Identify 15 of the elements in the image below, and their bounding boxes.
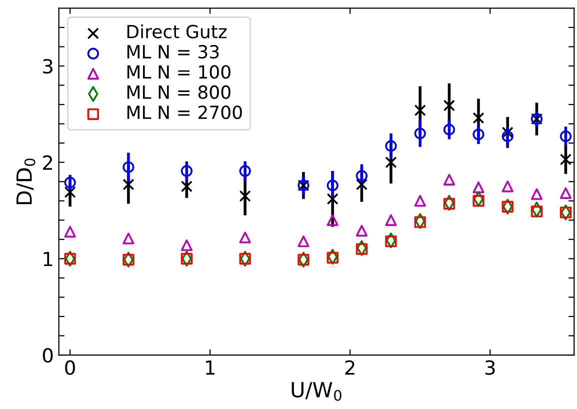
x-tick-label: 3: [485, 360, 495, 375]
x-tick-label: 1: [206, 360, 214, 375]
legend-label: Direct Gutz: [127, 24, 227, 38]
legend-label: ML N = 800: [127, 85, 230, 99]
y-tick-label: 1: [44, 252, 52, 266]
x-tick-label: 2: [345, 360, 354, 375]
x-tick-label: 0: [65, 360, 75, 375]
y-tick-label: 2: [43, 155, 52, 170]
legend-label: ML N = 100: [127, 65, 230, 79]
y-tick-label: 0: [42, 348, 53, 363]
legend-label: ML N = 33: [127, 44, 219, 59]
y-tick-label: 3: [43, 58, 52, 74]
x-axis-title: U/W$_{0}$: [292, 382, 342, 401]
y-axis-title: D/D$_{0}$: [16, 158, 36, 204]
legend-label: ML N = 2700: [127, 105, 242, 120]
